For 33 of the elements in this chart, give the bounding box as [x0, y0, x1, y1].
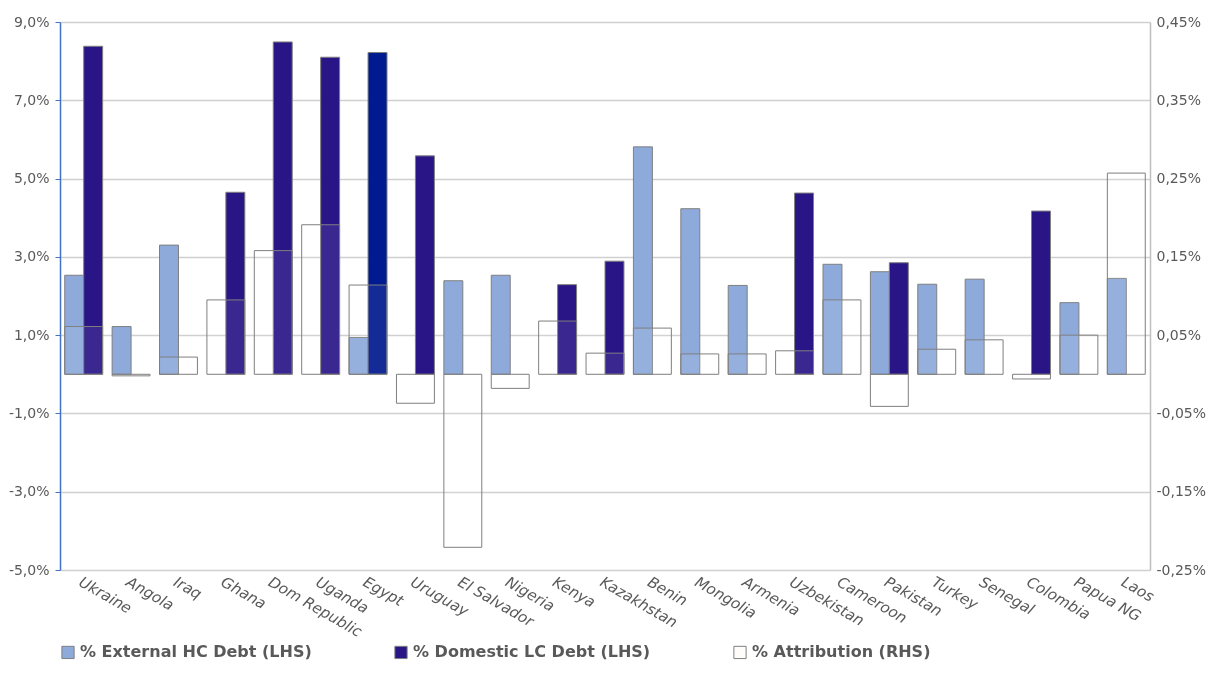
- bar: [1106, 172, 1146, 375]
- bar: [917, 348, 957, 375]
- y-tick-label: 1,0%: [13, 326, 50, 343]
- bar: [727, 353, 767, 375]
- bar: [1106, 277, 1127, 375]
- y-tick-label: 9,0%: [13, 13, 50, 30]
- legend-label: % Attribution (RHS): [752, 642, 931, 662]
- y-tick-label: 5,0%: [13, 170, 50, 187]
- legend-label: % External HC Debt (LHS): [80, 642, 312, 662]
- legend-label: % Domestic LC Debt (LHS): [413, 642, 651, 662]
- bar: [680, 353, 720, 375]
- y2-tick-label: 0,25%: [1156, 170, 1201, 187]
- bar: [585, 352, 625, 375]
- bar: [395, 373, 435, 404]
- y2-tick-label: 0,45%: [1156, 13, 1201, 30]
- bar: [775, 350, 815, 375]
- bar: [348, 284, 388, 375]
- y-tick-label: -1,0%: [8, 404, 50, 421]
- y2-tick-label: -0,25%: [1156, 561, 1207, 578]
- y-tick-label: -5,0%: [8, 561, 50, 578]
- y2-tick-label: 0,15%: [1156, 248, 1201, 265]
- y2-tick-label: -0,15%: [1156, 483, 1207, 500]
- bar: [490, 373, 530, 389]
- y2-tick-label: 0,35%: [1156, 91, 1201, 108]
- bar: [1012, 373, 1051, 380]
- bar: [159, 356, 198, 375]
- y-tick-label: 7,0%: [13, 91, 50, 108]
- bar: [443, 280, 464, 375]
- y-tick-label: 3,0%: [13, 248, 50, 265]
- bar: [632, 327, 672, 375]
- y2-tick-label: -0,05%: [1156, 404, 1207, 421]
- y2-tick-label: 0,05%: [1156, 326, 1201, 343]
- y-tick-label: -3,0%: [8, 483, 50, 500]
